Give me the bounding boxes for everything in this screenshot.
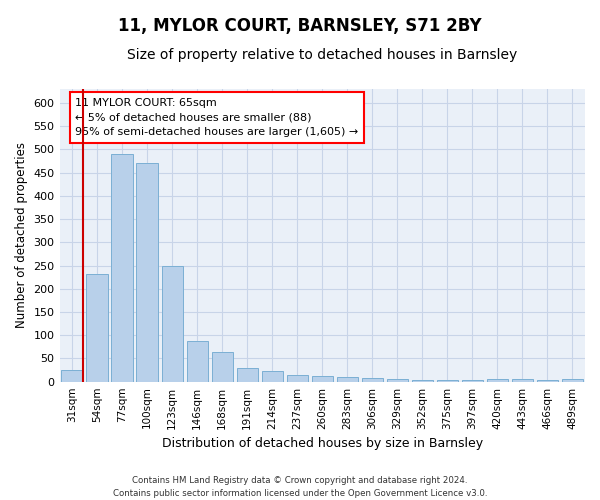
Bar: [562, 380, 583, 382]
Bar: [412, 380, 433, 382]
Bar: [487, 379, 508, 382]
Title: Size of property relative to detached houses in Barnsley: Size of property relative to detached ho…: [127, 48, 517, 62]
Bar: [61, 370, 83, 382]
Bar: [136, 164, 158, 382]
Bar: [537, 380, 558, 382]
Bar: [311, 376, 333, 382]
Bar: [437, 380, 458, 382]
Text: 11, MYLOR COURT, BARNSLEY, S71 2BY: 11, MYLOR COURT, BARNSLEY, S71 2BY: [118, 18, 482, 36]
Bar: [86, 274, 108, 382]
Text: 11 MYLOR COURT: 65sqm
← 5% of detached houses are smaller (88)
95% of semi-detac: 11 MYLOR COURT: 65sqm ← 5% of detached h…: [76, 98, 359, 138]
Bar: [262, 371, 283, 382]
Bar: [287, 375, 308, 382]
Text: Contains HM Land Registry data © Crown copyright and database right 2024.
Contai: Contains HM Land Registry data © Crown c…: [113, 476, 487, 498]
Bar: [337, 377, 358, 382]
Bar: [236, 368, 258, 382]
Bar: [462, 380, 483, 382]
Bar: [112, 154, 133, 382]
Bar: [387, 380, 408, 382]
Bar: [212, 352, 233, 382]
Y-axis label: Number of detached properties: Number of detached properties: [15, 142, 28, 328]
Bar: [512, 380, 533, 382]
Bar: [161, 266, 183, 382]
Bar: [362, 378, 383, 382]
Bar: [187, 341, 208, 382]
X-axis label: Distribution of detached houses by size in Barnsley: Distribution of detached houses by size …: [162, 437, 483, 450]
